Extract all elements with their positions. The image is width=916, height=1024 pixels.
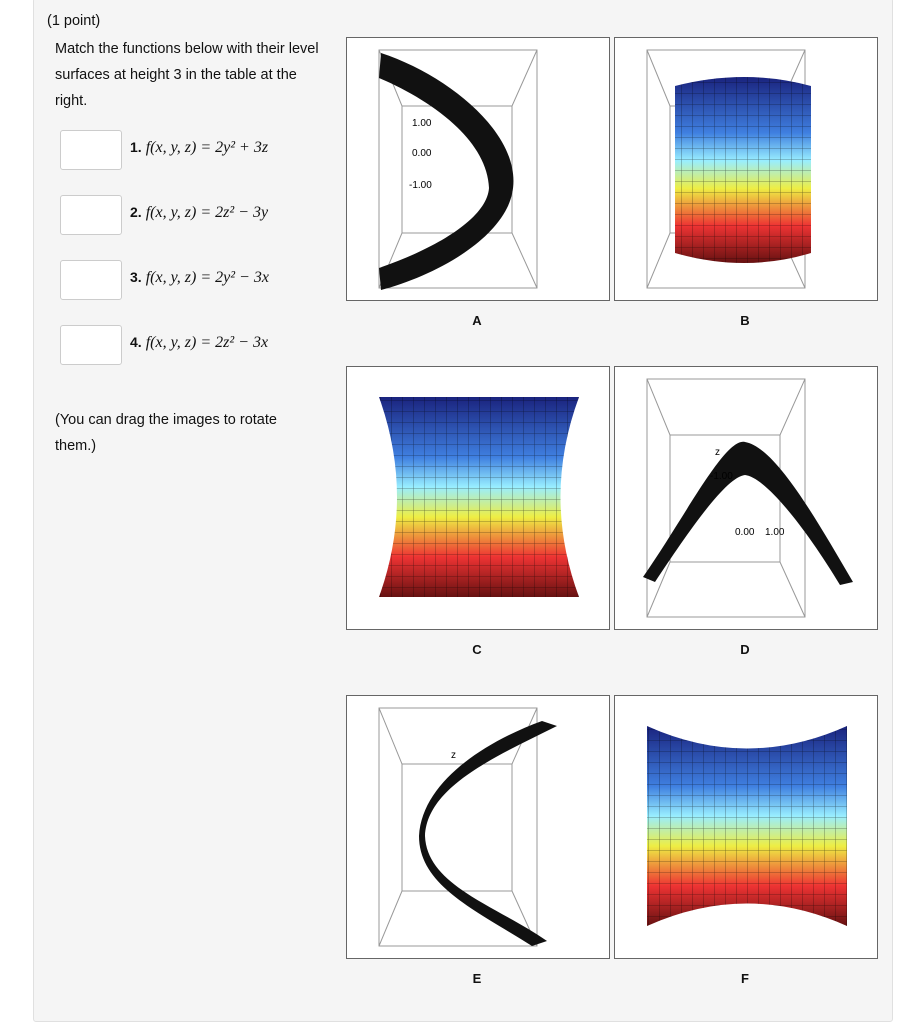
surface-plot[interactable] xyxy=(346,366,610,630)
axis-label: z xyxy=(715,447,720,458)
surface-plot[interactable]: 1.00 0.00 -1.00 xyxy=(346,37,610,301)
axis-label: 1.00 xyxy=(412,118,432,129)
surface-plot[interactable]: z xyxy=(346,695,610,959)
axis-label: 1.00 xyxy=(765,527,785,538)
function-item: 4. f(x, y, z) = 2z² − 3x xyxy=(130,334,268,352)
item-formula: f(x, y, z) = 2z² − 3y xyxy=(145,204,269,221)
surface-plot[interactable] xyxy=(614,37,878,301)
answer-input[interactable] xyxy=(60,130,122,170)
answer-input[interactable] xyxy=(60,195,122,235)
image-label: F xyxy=(741,971,749,986)
axis-label: z xyxy=(451,750,456,761)
item-formula: f(x, y, z) = 2z² − 3x xyxy=(145,334,269,351)
axis-label: 0.00 xyxy=(412,148,432,159)
image-label: A xyxy=(472,313,482,328)
wireframe-box xyxy=(646,378,806,618)
image-label: B xyxy=(740,313,750,328)
answer-input[interactable] xyxy=(60,325,122,365)
surface-grid xyxy=(379,397,579,597)
points: (1 point) xyxy=(47,13,101,29)
surface xyxy=(643,441,853,585)
image-label: D xyxy=(740,642,750,657)
surface-grid xyxy=(675,77,811,263)
item-number: 1. xyxy=(130,139,142,155)
function-item: 3. f(x, y, z) = 2y² − 3x xyxy=(130,269,269,287)
answer-input[interactable] xyxy=(60,260,122,300)
axis-label: -1.00 xyxy=(710,471,733,482)
surface-plot[interactable] xyxy=(614,695,878,959)
instructions: Match the functions below with their lev… xyxy=(55,41,319,109)
item-number: 4. xyxy=(130,334,142,350)
axis-label: -1.00 xyxy=(409,180,432,191)
item-formula: f(x, y, z) = 2y² + 3z xyxy=(145,139,269,156)
surface xyxy=(419,721,557,946)
function-item: 2. f(x, y, z) = 2z² − 3y xyxy=(130,204,268,222)
surface xyxy=(379,53,514,290)
axis-label: 0.00 xyxy=(735,527,755,538)
image-label: C xyxy=(472,642,482,657)
item-number: 3. xyxy=(130,269,142,285)
image-label: E xyxy=(472,971,482,986)
note: (You can drag the images to rotate them.… xyxy=(55,412,277,454)
surface-plot[interactable]: z -1.00 0.00 1.00 xyxy=(614,366,878,630)
item-number: 2. xyxy=(130,204,142,220)
item-formula: f(x, y, z) = 2y² − 3x xyxy=(145,269,269,286)
function-item: 1. f(x, y, z) = 2y² + 3z xyxy=(130,139,268,157)
surface-grid xyxy=(647,726,847,926)
